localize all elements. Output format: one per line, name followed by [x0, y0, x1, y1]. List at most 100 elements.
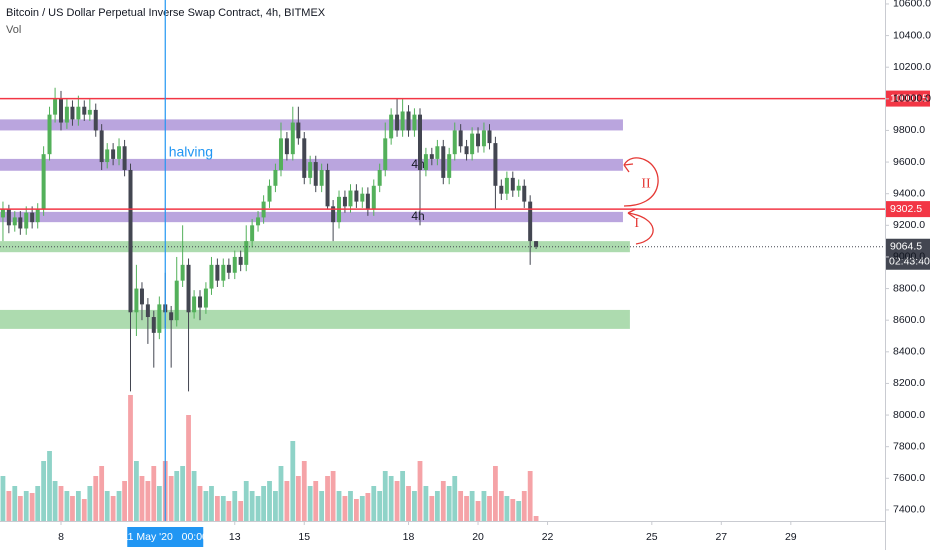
candle-body [464, 146, 469, 155]
candle-body [151, 317, 156, 333]
candle-body [238, 256, 243, 265]
annotation: II [641, 176, 651, 191]
volume-bar [0, 476, 6, 521]
level-price-tag [886, 201, 930, 218]
candle-body [325, 169, 330, 207]
volume-bar [412, 491, 417, 521]
candle-body [192, 296, 197, 313]
candle-body [296, 122, 301, 139]
candle-body [400, 111, 405, 131]
volume-bar [533, 516, 539, 521]
candle-body [64, 106, 69, 123]
candle-body [47, 114, 52, 155]
candle-body [58, 98, 63, 123]
volume-bar [440, 481, 446, 521]
volume-bar [365, 493, 371, 521]
volume-bar [434, 491, 440, 521]
candle-body [493, 143, 498, 186]
candle-body [389, 114, 394, 139]
volume-bar [93, 476, 99, 521]
volume-bar [406, 486, 411, 521]
x-tick-label: 15 [298, 531, 310, 543]
candle-body [117, 146, 122, 159]
y-tick-label: 10400.0 [893, 29, 931, 41]
x-tick-label: 29 [785, 531, 797, 543]
candle-body [290, 122, 295, 155]
zone [0, 241, 630, 253]
x-tick-label: 27 [715, 531, 727, 543]
candle-body [87, 109, 92, 115]
volume-bar [325, 476, 330, 521]
candle-body [412, 114, 417, 131]
volume-bar [81, 499, 87, 521]
candle-body [53, 98, 58, 115]
volume-bar [70, 496, 75, 521]
y-tick-label: 9000.0 [893, 251, 925, 263]
x-tick-label: 18 [403, 531, 415, 543]
candle-body [377, 169, 382, 186]
volume-bar [75, 491, 81, 521]
candle-body [105, 149, 110, 163]
candle-body [487, 130, 492, 144]
volume-bar [12, 486, 18, 521]
volume-bar [348, 491, 353, 521]
candle-body [111, 149, 116, 159]
volume-bar [446, 486, 452, 521]
volume-bar [382, 471, 388, 521]
volume-bar [313, 481, 319, 521]
volume-bar [226, 501, 232, 521]
volume-bar [388, 476, 394, 521]
candle-body [18, 217, 23, 229]
volume-bar [116, 491, 122, 521]
candle-body [504, 177, 509, 194]
candle-body [70, 106, 75, 120]
candle-body [198, 296, 203, 308]
candle-body [435, 146, 440, 159]
volume-bar [168, 476, 174, 521]
volume-bar [128, 395, 133, 521]
volume-bar [110, 496, 116, 521]
candle-body [429, 154, 434, 159]
candle-body [250, 225, 255, 242]
volume-bar [139, 476, 145, 521]
candle-body [244, 241, 249, 265]
y-tick-label: 7600.0 [893, 472, 925, 484]
candle-body [423, 154, 428, 170]
candle-body [313, 162, 318, 186]
volume-bar [498, 491, 504, 521]
volume-bar [423, 486, 429, 521]
volume-bar [353, 499, 359, 521]
zone [0, 211, 623, 223]
candle-body [319, 169, 324, 186]
candle-body [499, 185, 504, 194]
candle-body [360, 193, 365, 202]
volume-bar [504, 496, 510, 521]
volume-bar [104, 491, 110, 521]
volume-bar [220, 496, 226, 521]
arrow [627, 212, 654, 245]
candle-body [395, 114, 400, 131]
volume-bar [243, 481, 249, 521]
volume-bar [371, 486, 377, 521]
candle-body [93, 109, 98, 131]
candle-body [122, 146, 127, 170]
candle-body [12, 217, 17, 226]
candle-body [267, 185, 272, 202]
volume-bar [452, 476, 458, 521]
volume-bar [521, 491, 527, 521]
annotation: halving [169, 143, 213, 159]
candle-body [215, 264, 220, 281]
candle-body [180, 264, 185, 281]
level-price-tag [886, 90, 930, 107]
volume-bar [493, 466, 498, 521]
volume-bar [232, 491, 238, 521]
candle-body [447, 154, 452, 178]
volume-bar [527, 471, 533, 521]
last-price-tag [886, 238, 930, 270]
volume-bar [278, 466, 284, 521]
y-tick-label: 9200.0 [893, 219, 925, 231]
chart-title: Bitcoin / US Dollar Perpetual Inverse Sw… [6, 7, 326, 19]
candle-body [41, 154, 46, 210]
volume-bar [87, 486, 93, 521]
candle-body [452, 130, 457, 155]
